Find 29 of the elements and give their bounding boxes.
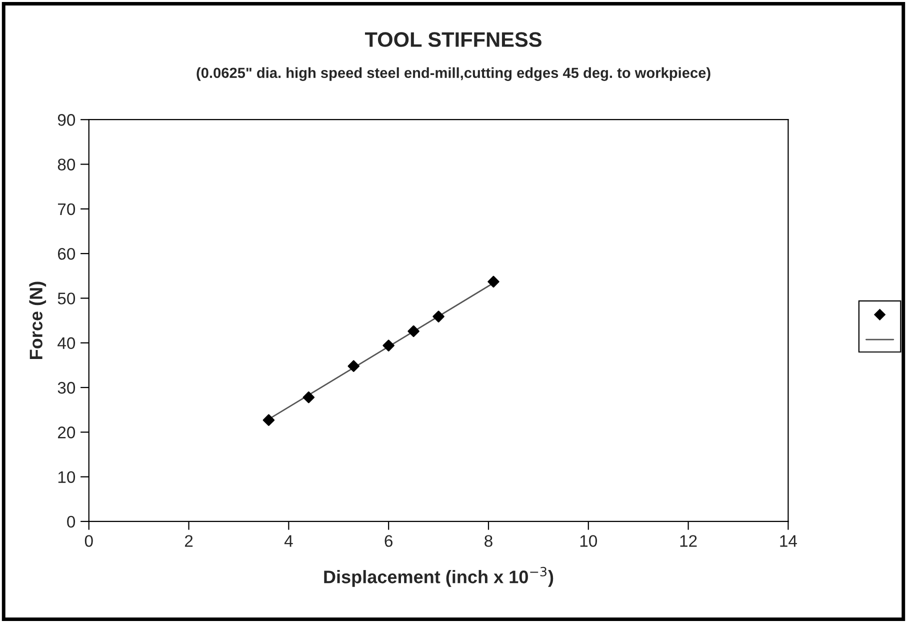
y-tick-label: 10 (58, 471, 76, 484)
y-tick-label: 80 (58, 158, 76, 170)
point (348, 360, 360, 372)
x-tick-label: 8 (484, 535, 492, 547)
point (262, 414, 275, 426)
chart-subtitle: (0.0625" dia. high speed steel end-mill,cutting edges 45 deg. to workpiece) (196, 67, 710, 81)
point (408, 325, 420, 338)
y-tick-label: 70 (58, 203, 76, 216)
x-tick-label: 2 (184, 535, 193, 547)
x-tick-label: 0 (84, 535, 93, 547)
x-axis-title: Displacement (inch x 10$^{−3}$) (324, 566, 554, 587)
point (488, 276, 500, 288)
x-tick-label: 4 (284, 535, 293, 547)
y-tick-label: 60 (58, 248, 76, 260)
point (302, 391, 315, 404)
y-tick-label: 0 (67, 516, 76, 528)
y-tick-label: 50 (58, 292, 76, 304)
chart-title: TOOL STIFFNESS (364, 32, 542, 47)
x-tick-label: 6 (384, 535, 392, 547)
point (382, 340, 394, 352)
x-tick-label: 14 (780, 535, 797, 547)
y-axis-title: Force (N) (29, 282, 46, 359)
y-tick-label: 40 (58, 337, 76, 350)
y-tick-label: 30 (58, 382, 76, 394)
y-tick-label: 90 (58, 114, 76, 126)
y-tick-label: 20 (58, 426, 76, 438)
point (432, 310, 444, 322)
x-tick-label: 10 (580, 535, 597, 547)
x-tick-label: 12 (680, 535, 697, 547)
